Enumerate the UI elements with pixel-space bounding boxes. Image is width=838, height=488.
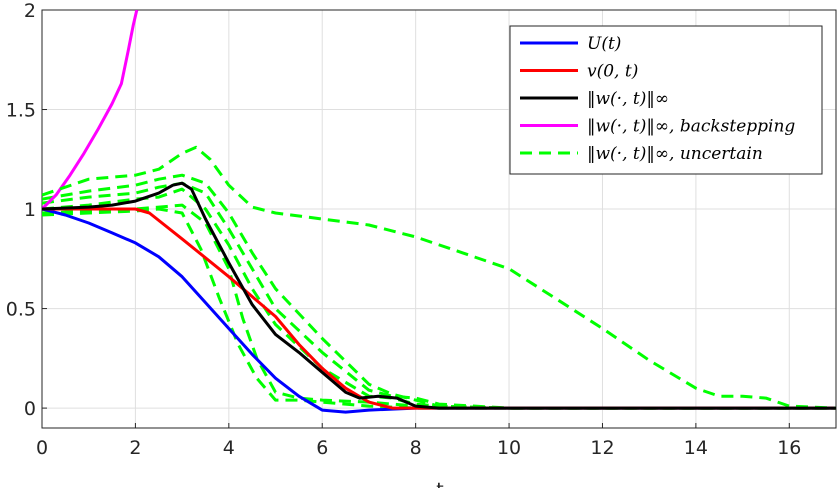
y-tick-label: 2 (24, 0, 36, 22)
legend-item-label: ‖w(·, t)‖∞ (587, 89, 669, 109)
y-tick-label: 0 (24, 398, 36, 420)
x-tick-label: 2 (129, 437, 141, 459)
uncertain-series-line (42, 203, 836, 410)
v-series-line (42, 207, 836, 410)
x-axis-label: t (436, 479, 443, 488)
uncertain-series-line (42, 173, 836, 410)
x-tick-label: 0 (36, 437, 48, 459)
legend-item-label: v(0, t) (587, 62, 638, 82)
backstepping-series-line (42, 10, 139, 211)
axes: 0 2 4 6 8 10 12 14 16 0 0.5 1 1.5 2 (6, 0, 837, 459)
x-tick-label: 4 (223, 437, 235, 459)
x-tick-label: 6 (316, 437, 328, 459)
x-tick-label: 10 (497, 437, 521, 459)
x-tick-label: 12 (590, 437, 614, 459)
u-series-line (42, 207, 836, 414)
x-tick-label: 8 (410, 437, 422, 459)
series-layer (42, 10, 836, 414)
y-tick-label: 1.5 (6, 100, 36, 122)
uncertain-series-line (42, 145, 836, 410)
uncertain-series-line (42, 181, 836, 410)
y-tick-label: 1 (24, 199, 36, 221)
w-norm-series-line (42, 181, 836, 410)
y-tick-label: 0.5 (6, 299, 36, 321)
plot-frame (41, 9, 837, 429)
x-tick-label: 16 (777, 437, 801, 459)
legend-item-label: U(t) (587, 34, 621, 54)
legend-item-label: ‖w(·, t)‖∞, uncertain (587, 144, 763, 164)
legend: U(t) v(0, t) ‖w(·, t)‖∞ ‖w(·, t)‖∞, backste… (509, 25, 823, 175)
uncertain-series-line (42, 207, 836, 410)
legend-item-label: ‖w(·, t)‖∞, backstepping (587, 117, 795, 137)
x-tick-label: 14 (684, 437, 708, 459)
legend-box (509, 25, 823, 175)
